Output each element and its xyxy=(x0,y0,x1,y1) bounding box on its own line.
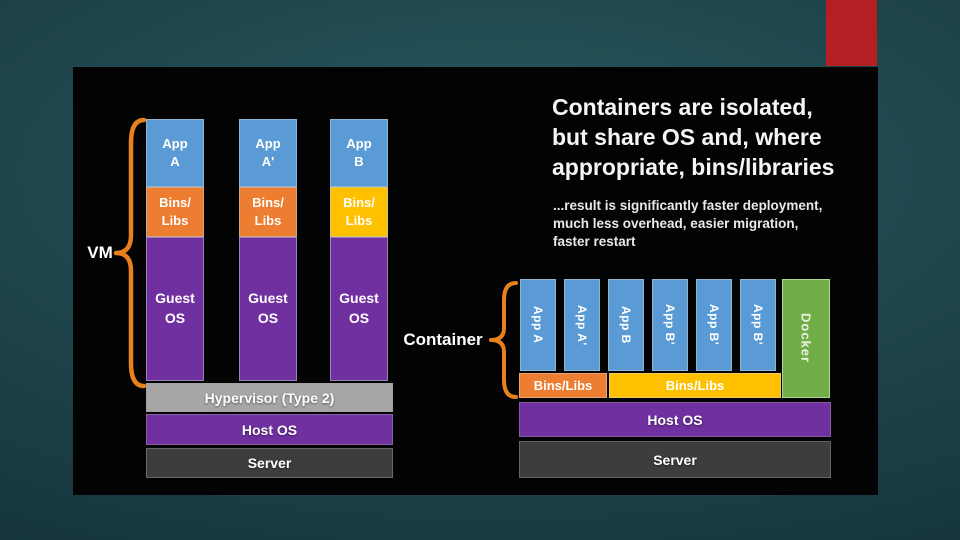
vm-host-os-bar: Host OS xyxy=(146,414,393,445)
container-app-column: App B' xyxy=(652,279,688,371)
docker-column: Docker xyxy=(782,279,830,398)
vm-guest-os-box: Guest OS xyxy=(330,237,388,381)
headline-title: Containers are isolated, but share OS an… xyxy=(552,94,835,180)
vm-column-app-b: App B Bins/ Libs Guest OS xyxy=(330,119,388,381)
vm-guest-os-box: Guest OS xyxy=(239,237,297,381)
vm-bins-box: Bins/ Libs xyxy=(239,187,297,237)
vm-group-label: VM xyxy=(87,243,113,262)
container-app-column: App B xyxy=(608,279,644,371)
vm-bins-box: Bins/ Libs xyxy=(146,187,204,237)
container-bins-libs-right: Bins/Libs xyxy=(609,373,781,398)
vm-app-box: App B xyxy=(330,119,388,187)
headline-subtitle: ...result is significantly faster deploy… xyxy=(553,198,823,250)
vm-brace xyxy=(113,117,147,389)
vm-guest-os-box: Guest OS xyxy=(146,237,204,381)
vm-app-box: App A' xyxy=(239,119,297,187)
vm-bins-box: Bins/ Libs xyxy=(330,187,388,237)
vm-column-app-a: App A Bins/ Libs Guest OS xyxy=(146,119,204,381)
container-app-column: App B' xyxy=(696,279,732,371)
content-panel: VM App A Bins/ Libs Guest OS App A' Bins… xyxy=(73,67,878,495)
vm-server-bar: Server xyxy=(146,448,393,478)
container-server-bar: Server xyxy=(519,441,831,478)
vm-column-app-a-prime: App A' Bins/ Libs Guest OS xyxy=(239,119,297,381)
hypervisor-bar: Hypervisor (Type 2) xyxy=(146,383,393,412)
container-brace xyxy=(489,281,518,399)
container-app-column: App A xyxy=(520,279,556,371)
red-accent-bar xyxy=(826,0,877,66)
vm-app-box: App A xyxy=(146,119,204,187)
container-app-column: App B' xyxy=(740,279,776,371)
container-group-label: Container xyxy=(403,330,483,349)
container-host-os-bar: Host OS xyxy=(519,402,831,437)
container-app-column: App A' xyxy=(564,279,600,371)
container-bins-libs-left: Bins/Libs xyxy=(519,373,607,398)
